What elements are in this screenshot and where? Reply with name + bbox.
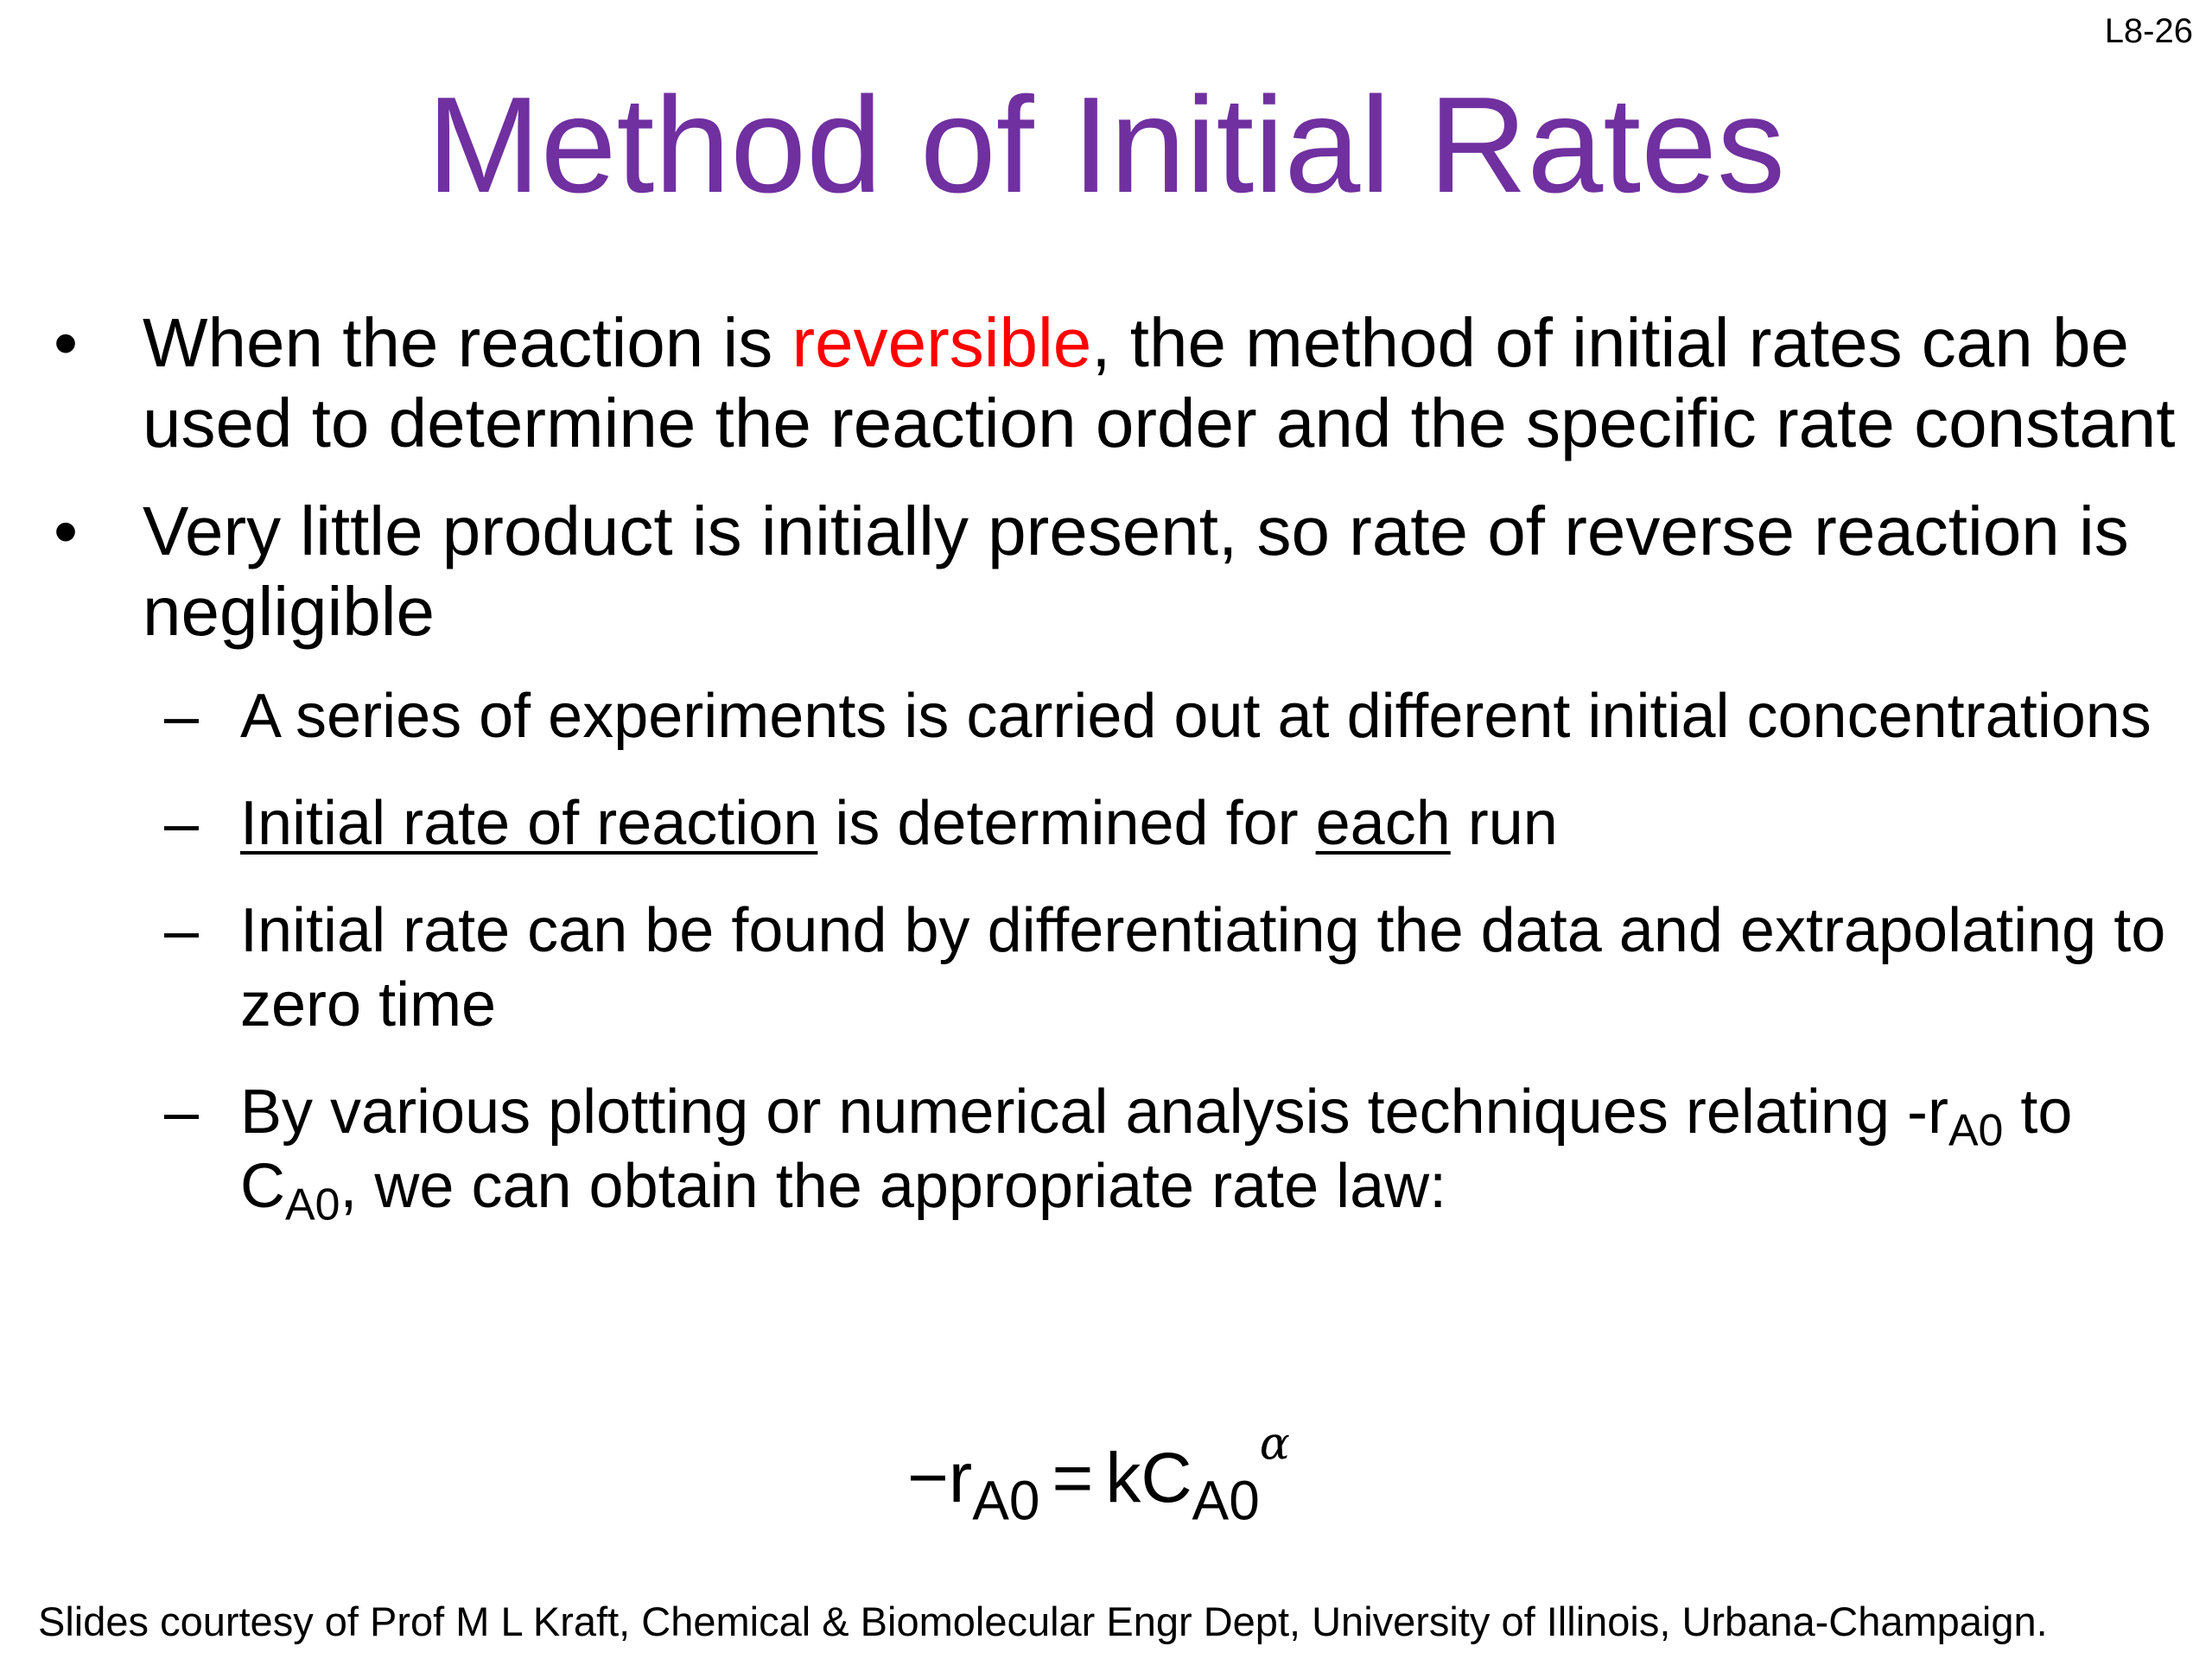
subscript-a0: A0 (1948, 1104, 2004, 1155)
subbullet-differentiating: – Initial rate can be found by different… (52, 893, 2177, 1042)
subbullet-text-1: By various plotting or numerical analysi… (240, 1077, 1948, 1147)
dash-marker: – (164, 789, 200, 858)
dash-marker: – (164, 682, 200, 751)
slide-number: L8-26 (2104, 12, 2193, 50)
bullet-marker: • (54, 304, 79, 381)
subbullet-plotting: – By various plotting or numerical analy… (52, 1075, 2177, 1226)
bullet-text-end: , the method of initial rates can be use… (143, 304, 2176, 461)
subbullet-text: A series of experiments is carried out a… (240, 682, 2152, 751)
equation-rhs-subscript: A0 (1192, 1469, 1260, 1532)
slide-content: • When the reaction is reversible, the m… (52, 302, 2177, 1256)
bullet-reversible: • When the reaction is reversible, the m… (52, 302, 2177, 463)
equals-sign: = (1052, 1439, 1094, 1517)
bullet-text: Very little product is initially present… (143, 493, 2129, 650)
subscript-a0: A0 (285, 1179, 340, 1230)
equation-rhs: kC (1105, 1439, 1192, 1517)
slide-title: Method of Initial Rates (426, 69, 1786, 221)
dash-marker: – (164, 896, 200, 965)
subbullet-series: – A series of experiments is carried out… (52, 679, 2177, 753)
subbullet-text-2: to C (240, 1077, 2073, 1221)
subbullet-text-mid: is determined for (817, 789, 1316, 858)
subbullet-text-3: , we can obtain the appropriate rate law… (340, 1152, 1447, 1221)
dash-marker: – (164, 1077, 200, 1147)
equation-lhs: −r (907, 1439, 973, 1517)
highlight-reversible: reversible (791, 304, 1092, 381)
equation-lhs-subscript: A0 (972, 1469, 1040, 1532)
subbullet-initial-rate: – Initial rate of reaction is determined… (52, 786, 2177, 861)
bullet-text-start: When the reaction is (143, 304, 792, 381)
bullet-marker: • (54, 493, 79, 569)
underlined-each: each (1315, 789, 1451, 858)
equation-exponent: α (1259, 1418, 1290, 1471)
subbullet-text-end: run (1450, 789, 1558, 858)
bullet-negligible-reverse: • Very little product is initially prese… (52, 491, 2177, 652)
footer-credit: Slides courtesy of Prof M L Kraft, Chemi… (38, 1599, 2048, 1644)
subbullet-text: Initial rate can be found by differentia… (240, 896, 2166, 1039)
rate-law-equation: −rA0 = kCA0α (907, 1422, 1290, 1529)
underlined-initial-rate: Initial rate of reaction (240, 789, 818, 858)
